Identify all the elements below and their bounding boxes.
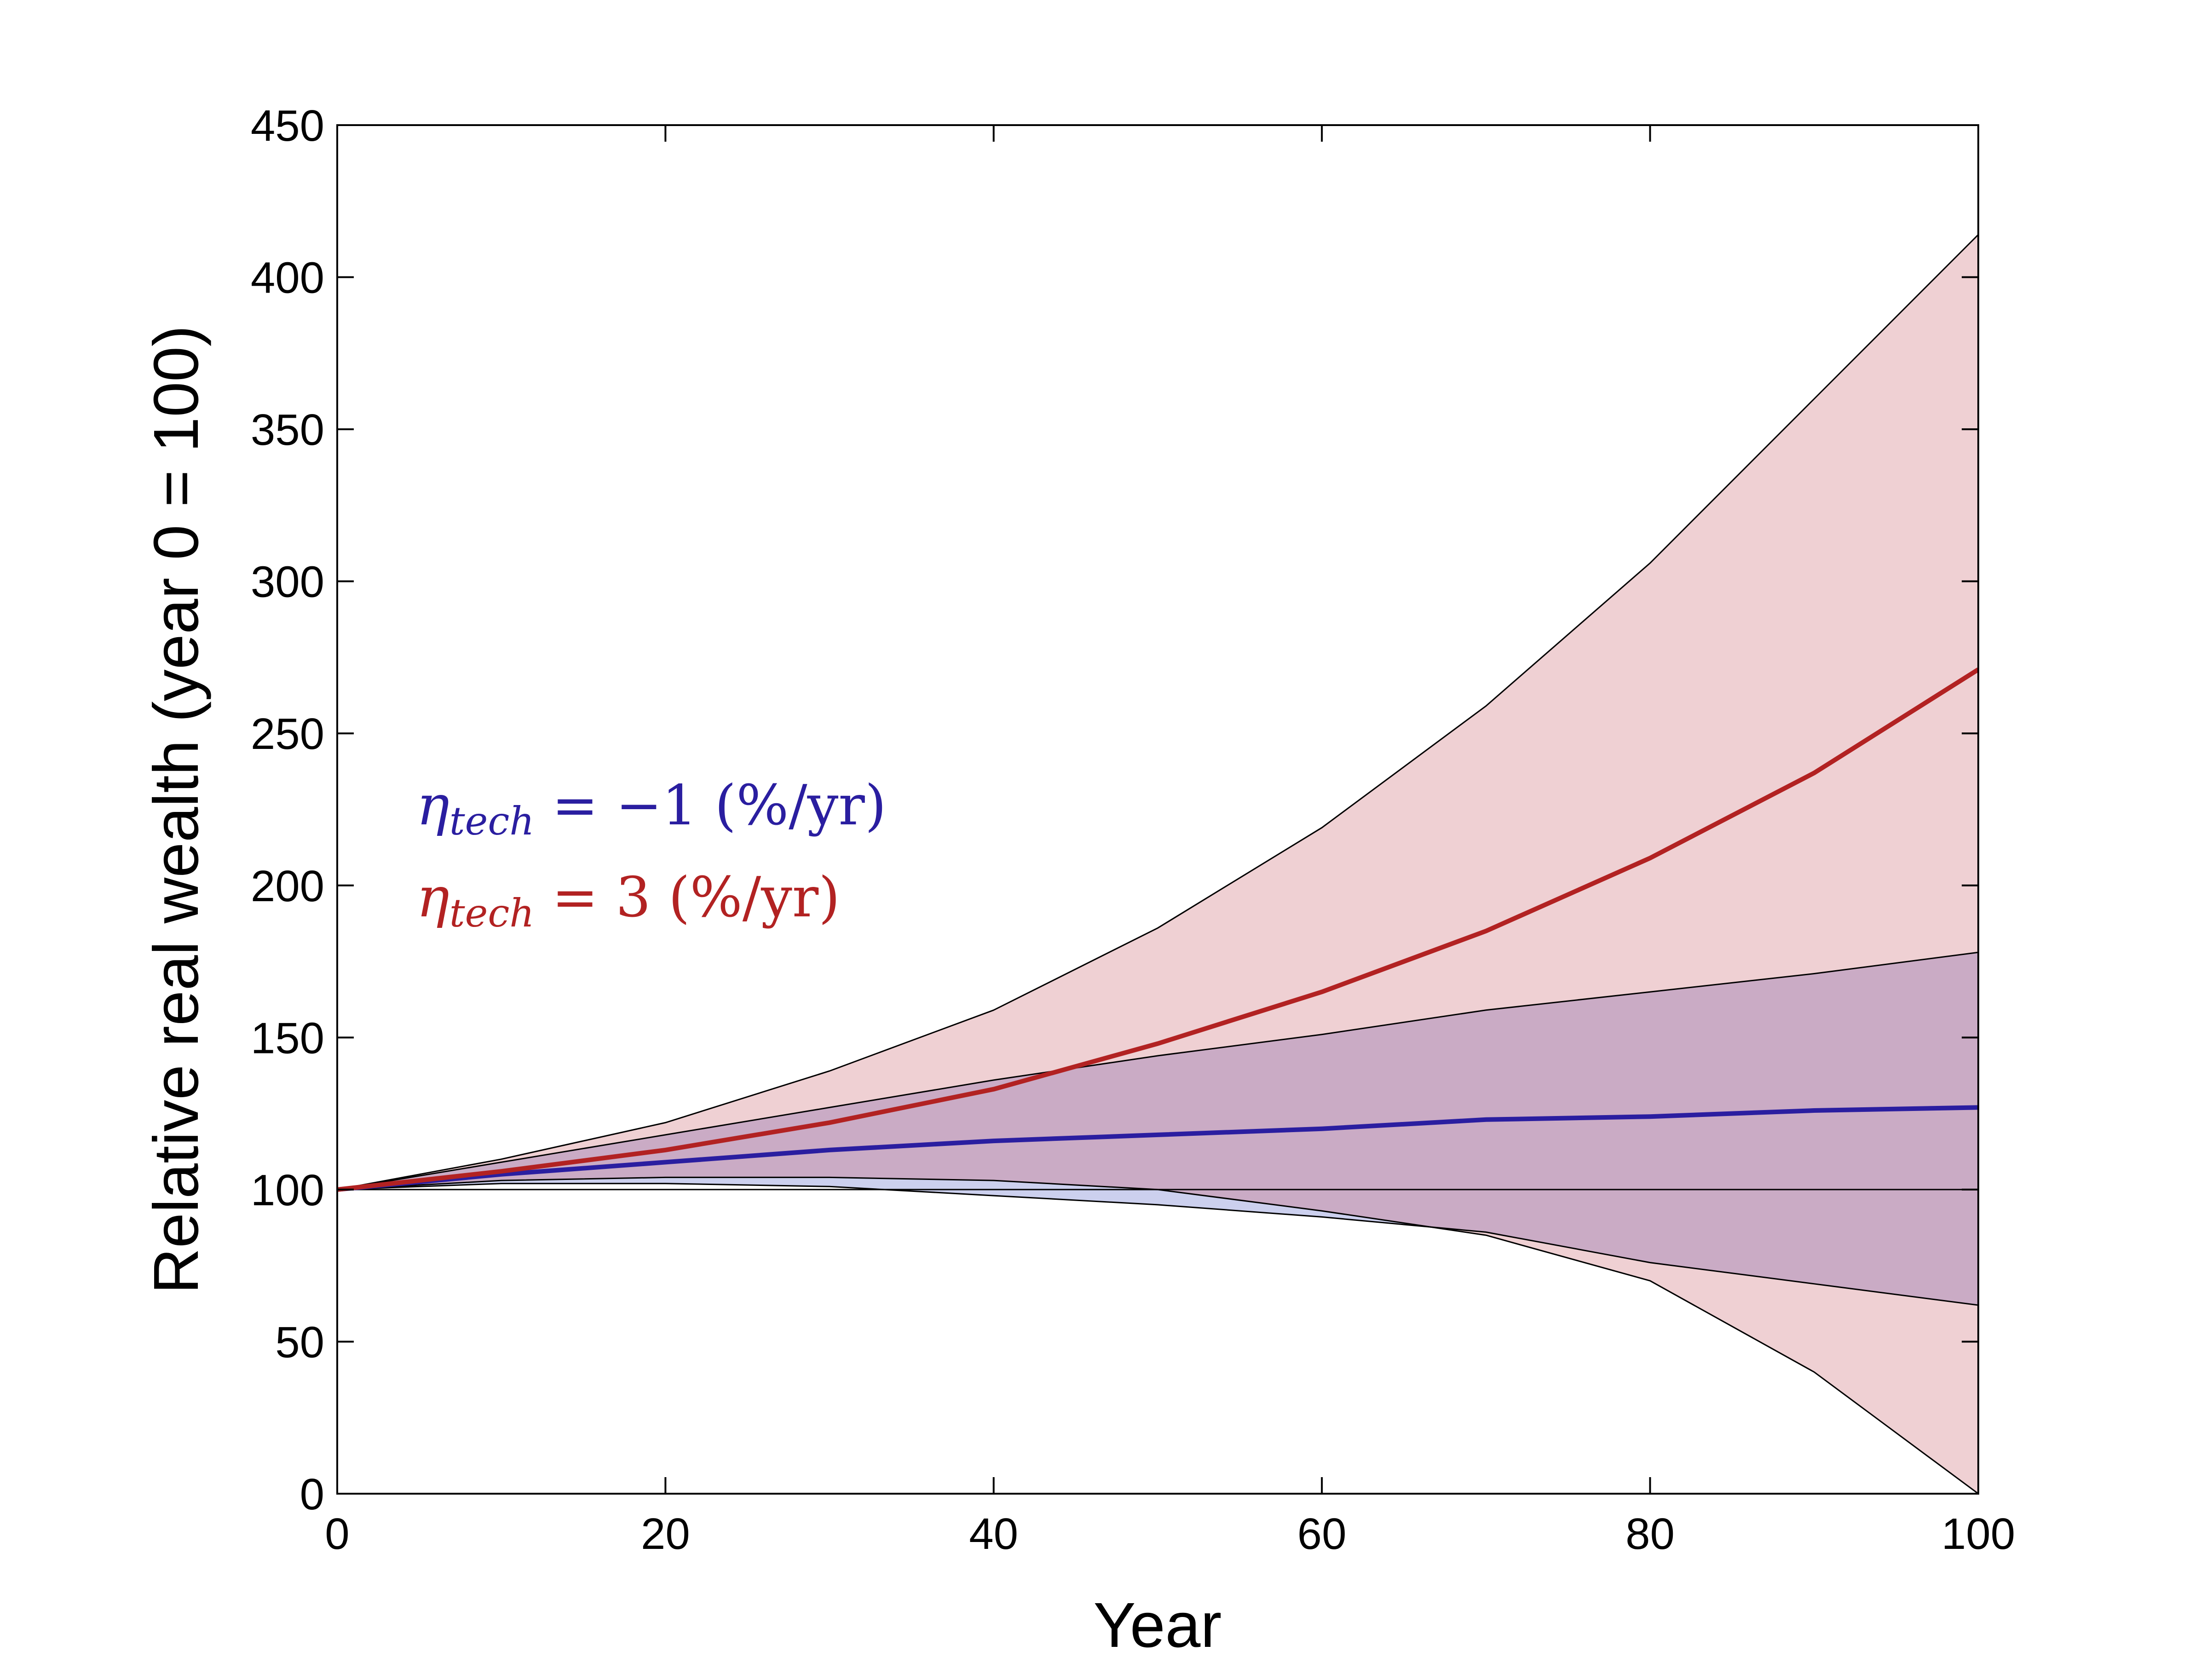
y-tick-label: 50 <box>275 1318 324 1367</box>
x-tick-label: 80 <box>1625 1509 1675 1559</box>
y-tick-label: 0 <box>300 1470 324 1519</box>
series-line-eta-3 <box>337 667 1978 1192</box>
x-tick-label: 0 <box>325 1509 349 1559</box>
band-eta-3 <box>337 235 1978 1494</box>
y-tick-label: 200 <box>251 862 324 911</box>
series-line-eta-minus1 <box>337 1105 1978 1192</box>
legend: ηtech = −1 (%/yr) ηtech = 3 (%/yr) <box>416 774 887 936</box>
y-tick-label: 450 <box>251 101 324 150</box>
x-tick-label: 60 <box>1297 1509 1347 1559</box>
y-tick-label: 250 <box>251 709 324 759</box>
x-tick-label: 40 <box>969 1509 1018 1559</box>
y-tick-label: 150 <box>251 1013 324 1063</box>
y-tick-label: 100 <box>251 1166 324 1215</box>
band-blue-lower-line <box>337 1183 1978 1306</box>
plot-frame <box>336 124 1979 1495</box>
band-blue-upper-line <box>337 951 1978 1191</box>
x-tick-label: 20 <box>641 1509 690 1559</box>
x-axis-title: Year <box>1094 1590 1222 1657</box>
y-tick-label: 300 <box>251 558 324 607</box>
y-tick-label: 350 <box>251 405 324 455</box>
y-axis-title: Relative real wealth (year 0 = 100) <box>141 325 212 1294</box>
band-red-upper-line <box>337 234 1978 1191</box>
band-overlap <box>337 952 1978 1306</box>
legend-entry-red: ηtech = 3 (%/yr) <box>416 866 840 936</box>
x-tick-label: 100 <box>1941 1509 2015 1559</box>
y-tick-label: 400 <box>251 253 324 303</box>
legend-entry-blue: ηtech = −1 (%/yr) <box>416 774 887 844</box>
